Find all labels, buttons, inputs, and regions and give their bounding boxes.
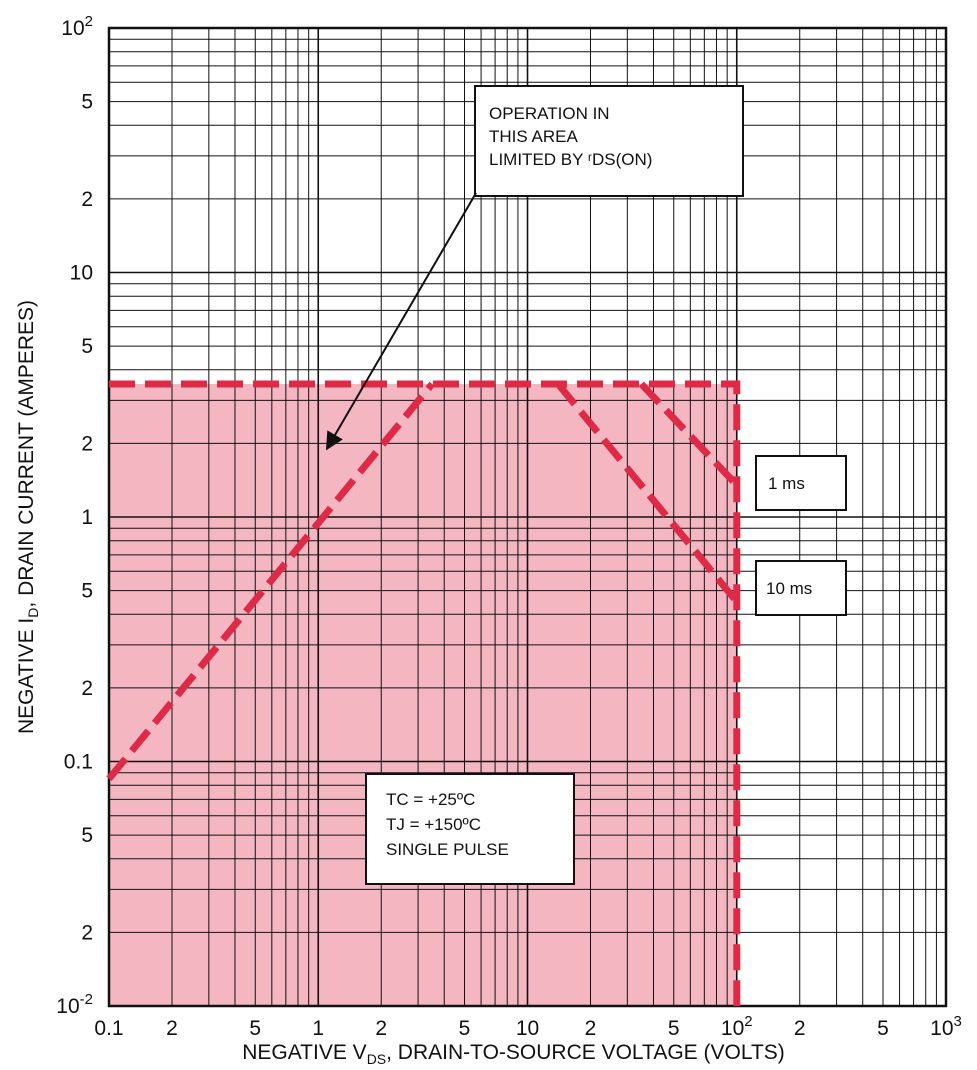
x-tick-label: 2 [166,1017,178,1040]
annotation-box [474,85,744,197]
x-tick-label: 103 [930,1013,962,1040]
y-tick-label: 2 [81,677,93,700]
y-tick-label: 5 [81,335,93,358]
y-tick-label: 10-2 [56,991,93,1018]
x-tick-label: 5 [877,1017,889,1040]
y-tick-label: 2 [81,188,93,211]
x-tick-label: 0.1 [94,1017,123,1040]
x-tick-label: 10 [516,1017,539,1040]
y-tick-label: 0.1 [64,751,93,774]
annotation-conditions: TC = +25ºC TJ = +150ºC SINGLE PULSE [365,773,575,885]
y-tick-label: 102 [61,13,93,40]
soa-boundary-line-1 [109,380,741,1006]
annotation-text: 1 ms [768,474,805,493]
annotation-box [365,773,575,885]
annotation-text: OPERATION IN [489,104,610,123]
y-tick-label: 2 [81,921,93,944]
y-tick-label: 10 [70,262,93,285]
annotation-10ms: 10 ms [755,560,847,616]
x-axis-label: NEGATIVE VDS, DRAIN-TO-SOURCE VOLTAGE (V… [242,1041,785,1065]
x-tick-label: 5 [249,1017,261,1040]
x-tick-label: 2 [794,1017,806,1040]
x-tick-label: 102 [721,1013,753,1040]
annotation-text: TJ = +150ºC [386,815,481,834]
annotation-text: TC = +25ºC [386,790,475,809]
annotation-box [755,455,847,511]
soa-boundary-line-2 [106,381,435,782]
annotation-box [755,560,847,616]
x-tick-label: 5 [668,1017,680,1040]
plot-frame [107,26,948,1008]
x-tick-label: 2 [585,1017,597,1040]
annotation-text: 10 ms [766,579,812,598]
safe-operating-area [109,384,737,1006]
y-tick-label: 5 [81,91,93,114]
x-tick-label: 5 [459,1017,471,1040]
annotation-1ms: 1 ms [755,455,847,511]
annotation-rds: OPERATION IN THIS AREA LIMITED BY ʳDS(ON) [326,85,744,451]
annotation-text: SINGLE PULSE [386,840,509,859]
y-tick-label: 5 [81,580,93,603]
y-axis-label: NEGATIVE ID, DRAIN CURRENT (AMPERES) [15,300,41,734]
annotation-arrow [326,192,477,451]
y-tick-label: 5 [81,824,93,847]
x-tick-label: 2 [375,1017,387,1040]
soa-boundary-line-4 [555,381,740,605]
annotation-text: LIMITED BY ʳDS(ON) [489,150,652,169]
x-tick-label: 1 [312,1017,324,1040]
soa-boundary-line-3 [638,381,740,488]
annotation-text: THIS AREA [489,127,578,146]
y-tick-label: 2 [81,432,93,455]
y-tick-label: 1 [81,506,93,529]
